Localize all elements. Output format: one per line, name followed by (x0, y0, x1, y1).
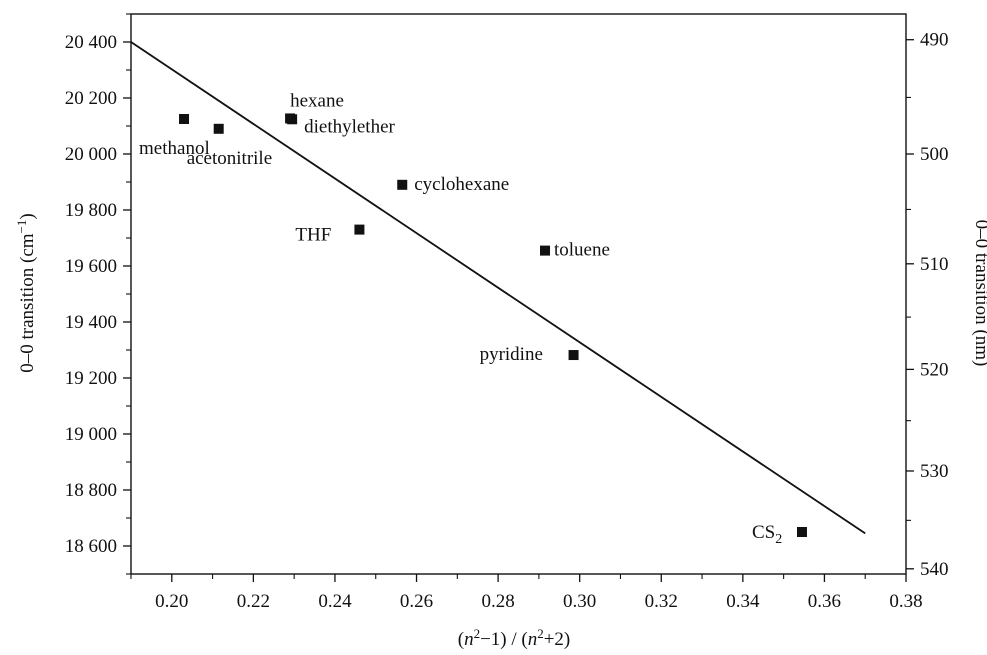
y-tick-label: 18 800 (65, 480, 117, 501)
y-tick-label: 18 600 (65, 536, 117, 557)
data-point (287, 114, 298, 125)
y2-tick-label: 500 (920, 144, 949, 165)
point-label: THF (295, 225, 331, 246)
data-point (397, 179, 408, 190)
y2-tick-label: 530 (920, 461, 949, 482)
data-point (179, 114, 190, 124)
point-label: toluene (554, 240, 610, 261)
point-label: methanol (139, 138, 210, 159)
x-tick-label: 0.26 (400, 591, 433, 612)
y2-tick-label: 510 (920, 254, 949, 275)
x-axis-title: (n2−1) / (n2+2) (458, 626, 571, 650)
y-axis-title: 0–0 transition (cm−1) (14, 213, 38, 372)
data-point (796, 527, 807, 537)
point-label: diethylether (304, 116, 395, 137)
plot-frame (130, 13, 907, 575)
point-label: pyridine (480, 344, 543, 365)
data-point (568, 350, 579, 361)
point-label: acetonitrile (187, 148, 272, 169)
y-tick-label: 19 600 (65, 256, 117, 277)
y-tick-label: 19 000 (65, 424, 117, 445)
y-tick-label: 19 800 (65, 200, 117, 221)
y-tick-label: 20 000 (65, 144, 117, 165)
data-point (540, 245, 551, 256)
x-tick-label: 0.22 (237, 591, 270, 612)
x-tick-label: 0.32 (645, 591, 678, 612)
data-point (354, 224, 365, 235)
x-tick-label: 0.28 (481, 591, 514, 612)
y-tick-label: 19 400 (65, 312, 117, 333)
x-tick-label: 0.30 (563, 591, 596, 612)
x-tick-label: 0.38 (889, 591, 922, 612)
y-tick-label: 20 400 (65, 32, 117, 53)
y2-tick-label: 540 (920, 559, 949, 580)
x-tick-label: 0.34 (726, 591, 760, 612)
data-point (213, 123, 224, 134)
x-tick-label: 0.36 (808, 591, 841, 612)
y2-tick-label: 520 (920, 359, 949, 380)
y-tick-label: 20 200 (65, 88, 117, 109)
fit-line (130, 41, 866, 535)
x-tick-label: 0.24 (318, 591, 352, 612)
x-tick-label: 0.20 (155, 591, 188, 612)
point-label: CS2 (752, 522, 782, 547)
point-label: cyclohexane (414, 174, 509, 195)
y2-axis-title: 0–0 transition (nm) (971, 220, 987, 367)
point-label: hexane (290, 90, 344, 111)
y2-tick-label: 490 (920, 30, 949, 51)
y-tick-label: 19 200 (65, 368, 117, 389)
